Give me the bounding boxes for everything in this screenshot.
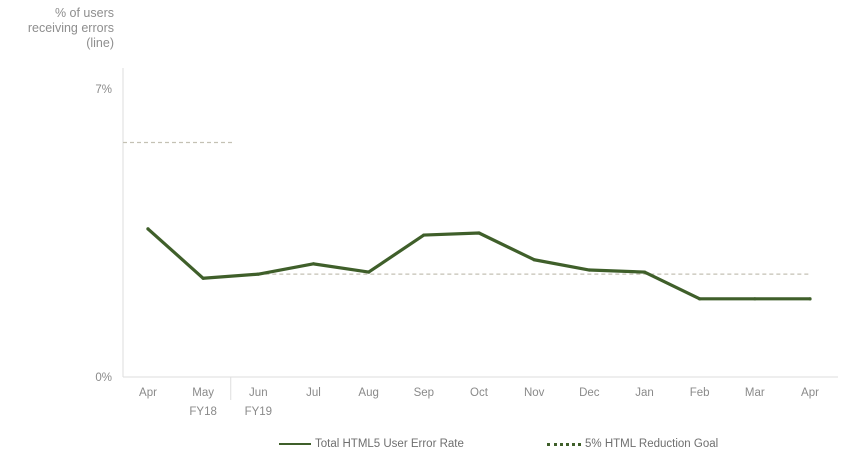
legend-label-goal: 5% HTML Reduction Goal — [585, 438, 719, 450]
x-tick-label: Nov — [524, 387, 545, 399]
y-axis-title-line-1: % of users — [54, 6, 114, 20]
data-point — [422, 233, 426, 237]
x-tick-label: Oct — [470, 387, 489, 399]
x-tick-label: Jul — [306, 387, 321, 399]
x-tick-label: Dec — [579, 387, 600, 399]
data-point — [311, 262, 316, 266]
data-point — [367, 270, 371, 274]
data-point — [477, 231, 481, 235]
x-tick-label: Jun — [249, 387, 268, 399]
legend-swatch-solid — [279, 443, 311, 445]
line-chart: 0% 7% Apr May Jun Jul Aug Sep Oct Nov Dec Jan Feb Mar… — [95, 68, 838, 418]
x-tick-label: Mar — [745, 387, 765, 399]
data-point — [808, 297, 812, 301]
legend-label-error-rate: Total HTML5 User Error Rate — [315, 438, 464, 450]
fiscal-year-label: FY19 — [245, 406, 273, 418]
x-tick-label: Feb — [690, 387, 710, 399]
data-point — [753, 297, 757, 301]
y-axis-title-line-2: receiving errors — [27, 21, 114, 35]
x-tick-label: Sep — [414, 387, 434, 399]
data-point — [698, 297, 702, 301]
data-point — [201, 276, 205, 280]
legend: Total HTML5 User Error Rate 5% HTML Redu… — [0, 438, 841, 454]
fiscal-year-label: FY18 — [189, 406, 217, 418]
data-point — [532, 258, 536, 262]
legend-swatch-dotted — [547, 442, 581, 446]
x-tick-label: May — [192, 387, 214, 399]
series-line-error-rate — [146, 227, 812, 301]
y-tick-label: 0% — [95, 372, 112, 384]
x-tick-label: Apr — [139, 387, 157, 399]
y-axis-title-line-3: (line) — [86, 36, 114, 50]
y-tick-label: 7% — [95, 84, 112, 96]
x-tick-label: Aug — [358, 387, 378, 399]
x-tick-label: Apr — [801, 387, 819, 399]
data-point — [146, 227, 150, 231]
legend-item-goal: 5% HTML Reduction Goal — [547, 438, 718, 450]
x-tick-label: Jan — [635, 387, 654, 399]
y-axis-title: % of users receiving errors (line) — [0, 6, 114, 51]
data-point — [587, 268, 591, 272]
data-point — [256, 272, 260, 276]
legend-item-error-rate: Total HTML5 User Error Rate — [279, 438, 464, 450]
data-point — [642, 270, 647, 274]
